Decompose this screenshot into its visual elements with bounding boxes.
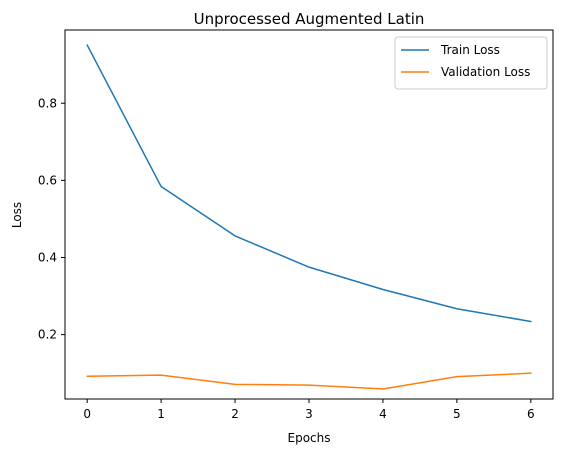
series-line-1 xyxy=(86,372,532,390)
x-tick-label: 3 xyxy=(305,407,313,421)
y-tick-label: 0.4 xyxy=(38,250,57,264)
x-tick-label: 6 xyxy=(527,407,535,421)
y-tick-label: 0.2 xyxy=(38,328,57,342)
series-line-0 xyxy=(86,44,532,323)
x-tick-label: 4 xyxy=(379,407,387,421)
y-axis: 0.2 0.4 0.6 0.8 xyxy=(38,96,65,342)
x-tick-label: 2 xyxy=(231,407,239,421)
x-axis-label: Epochs xyxy=(288,431,331,445)
x-tick-label: 0 xyxy=(83,407,91,421)
y-axis-label: Loss xyxy=(10,202,24,228)
x-axis: 0 1 2 3 4 5 6 xyxy=(83,399,535,421)
legend: Train Loss Validation Loss xyxy=(394,36,548,90)
legend-box xyxy=(394,36,548,90)
legend-label-1: Validation Loss xyxy=(441,65,530,79)
chart-title: Unprocessed Augmented Latin xyxy=(194,10,425,28)
legend-label-0: Train Loss xyxy=(440,43,500,57)
x-tick-label: 5 xyxy=(453,407,461,421)
y-tick-label: 0.8 xyxy=(38,96,57,110)
series-layer xyxy=(86,44,532,390)
y-tick-label: 0.6 xyxy=(38,173,57,187)
x-tick-label: 1 xyxy=(157,407,165,421)
